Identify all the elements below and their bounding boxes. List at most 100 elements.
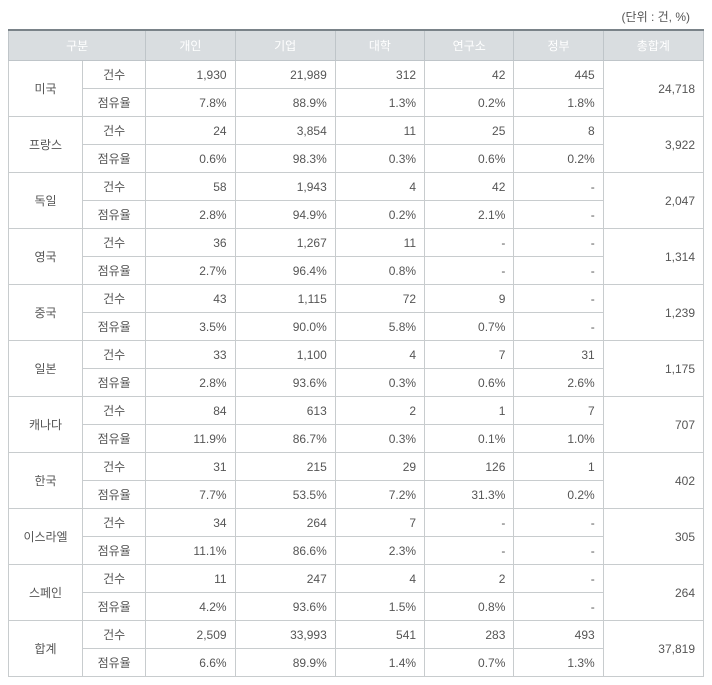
value-cell: 94.9% xyxy=(235,201,335,229)
value-cell: 1.0% xyxy=(514,425,603,453)
metric-cell: 건수 xyxy=(83,285,146,313)
total-cell: 3,922 xyxy=(603,117,703,173)
value-cell: 6.6% xyxy=(146,649,235,677)
value-cell: - xyxy=(514,565,603,593)
value-cell: 89.9% xyxy=(235,649,335,677)
value-cell: 4 xyxy=(335,173,424,201)
value-cell: 36 xyxy=(146,229,235,257)
value-cell: - xyxy=(514,257,603,285)
value-cell: - xyxy=(514,509,603,537)
value-cell: 0.8% xyxy=(335,257,424,285)
value-cell: 1,943 xyxy=(235,173,335,201)
value-cell: 84 xyxy=(146,397,235,425)
country-cell: 캐나다 xyxy=(9,397,83,453)
value-cell: 126 xyxy=(425,453,514,481)
value-cell: 42 xyxy=(425,61,514,89)
value-cell: 0.6% xyxy=(425,369,514,397)
table-row: 합계건수2,50933,99354128349337,819 xyxy=(9,621,704,649)
country-cell: 독일 xyxy=(9,173,83,229)
metric-cell: 점유율 xyxy=(83,481,146,509)
value-cell: 1.4% xyxy=(335,649,424,677)
country-cell: 프랑스 xyxy=(9,117,83,173)
country-cell: 스페인 xyxy=(9,565,83,621)
value-cell: - xyxy=(514,229,603,257)
value-cell: 1.5% xyxy=(335,593,424,621)
metric-cell: 점유율 xyxy=(83,537,146,565)
table-row: 점유율11.1%86.6%2.3%-- xyxy=(9,537,704,565)
value-cell: - xyxy=(425,229,514,257)
metric-cell: 점유율 xyxy=(83,425,146,453)
value-cell: 43 xyxy=(146,285,235,313)
table-row: 이스라엘건수342647--305 xyxy=(9,509,704,537)
metric-cell: 점유율 xyxy=(83,145,146,173)
metric-cell: 건수 xyxy=(83,565,146,593)
value-cell: - xyxy=(514,173,603,201)
metric-cell: 건수 xyxy=(83,229,146,257)
value-cell: 7.8% xyxy=(146,89,235,117)
value-cell: 29 xyxy=(335,453,424,481)
metric-cell: 건수 xyxy=(83,341,146,369)
table-row: 점유율7.8%88.9%1.3%0.2%1.8% xyxy=(9,89,704,117)
value-cell: 93.6% xyxy=(235,593,335,621)
header-company: 기업 xyxy=(235,30,335,61)
value-cell: - xyxy=(425,257,514,285)
table-row: 점유율3.5%90.0%5.8%0.7%- xyxy=(9,313,704,341)
value-cell: 2.8% xyxy=(146,201,235,229)
total-cell: 1,314 xyxy=(603,229,703,285)
value-cell: 31.3% xyxy=(425,481,514,509)
value-cell: 4.2% xyxy=(146,593,235,621)
data-table: 구분 개인 기업 대학 연구소 정부 총합계 미국건수1,93021,98931… xyxy=(8,29,704,677)
value-cell: 0.3% xyxy=(335,425,424,453)
table-row: 점유율7.7%53.5%7.2%31.3%0.2% xyxy=(9,481,704,509)
value-cell: 86.7% xyxy=(235,425,335,453)
value-cell: 2 xyxy=(335,397,424,425)
table-row: 한국건수31215291261402 xyxy=(9,453,704,481)
metric-cell: 점유율 xyxy=(83,649,146,677)
value-cell: - xyxy=(514,593,603,621)
value-cell: - xyxy=(514,285,603,313)
value-cell: 8 xyxy=(514,117,603,145)
table-row: 캐나다건수84613217707 xyxy=(9,397,704,425)
value-cell: 7.2% xyxy=(335,481,424,509)
value-cell: 11 xyxy=(335,229,424,257)
value-cell: 4 xyxy=(335,565,424,593)
total-cell: 305 xyxy=(603,509,703,565)
metric-cell: 점유율 xyxy=(83,257,146,285)
value-cell: 0.8% xyxy=(425,593,514,621)
value-cell: 42 xyxy=(425,173,514,201)
table-row: 스페인건수1124742-264 xyxy=(9,565,704,593)
total-cell: 707 xyxy=(603,397,703,453)
value-cell: 3,854 xyxy=(235,117,335,145)
value-cell: 88.9% xyxy=(235,89,335,117)
value-cell: 1.3% xyxy=(514,649,603,677)
total-cell: 402 xyxy=(603,453,703,509)
value-cell: - xyxy=(514,313,603,341)
value-cell: - xyxy=(425,537,514,565)
value-cell: 98.3% xyxy=(235,145,335,173)
value-cell: 2.1% xyxy=(425,201,514,229)
value-cell: 0.7% xyxy=(425,649,514,677)
header-individual: 개인 xyxy=(146,30,235,61)
value-cell: 1,115 xyxy=(235,285,335,313)
value-cell: 1.8% xyxy=(514,89,603,117)
country-cell: 미국 xyxy=(9,61,83,117)
value-cell: 33,993 xyxy=(235,621,335,649)
header-government: 정부 xyxy=(514,30,603,61)
metric-cell: 점유율 xyxy=(83,89,146,117)
metric-cell: 건수 xyxy=(83,621,146,649)
header-institute: 연구소 xyxy=(425,30,514,61)
value-cell: 0.6% xyxy=(425,145,514,173)
total-cell: 24,718 xyxy=(603,61,703,117)
unit-label: (단위 : 건, %) xyxy=(8,8,704,25)
value-cell: 1 xyxy=(514,453,603,481)
value-cell: 58 xyxy=(146,173,235,201)
value-cell: 2.3% xyxy=(335,537,424,565)
value-cell: 0.2% xyxy=(514,145,603,173)
value-cell: 312 xyxy=(335,61,424,89)
metric-cell: 건수 xyxy=(83,509,146,537)
country-cell: 중국 xyxy=(9,285,83,341)
metric-cell: 건수 xyxy=(83,61,146,89)
table-row: 독일건수581,943442-2,047 xyxy=(9,173,704,201)
country-cell: 한국 xyxy=(9,453,83,509)
value-cell: 9 xyxy=(425,285,514,313)
